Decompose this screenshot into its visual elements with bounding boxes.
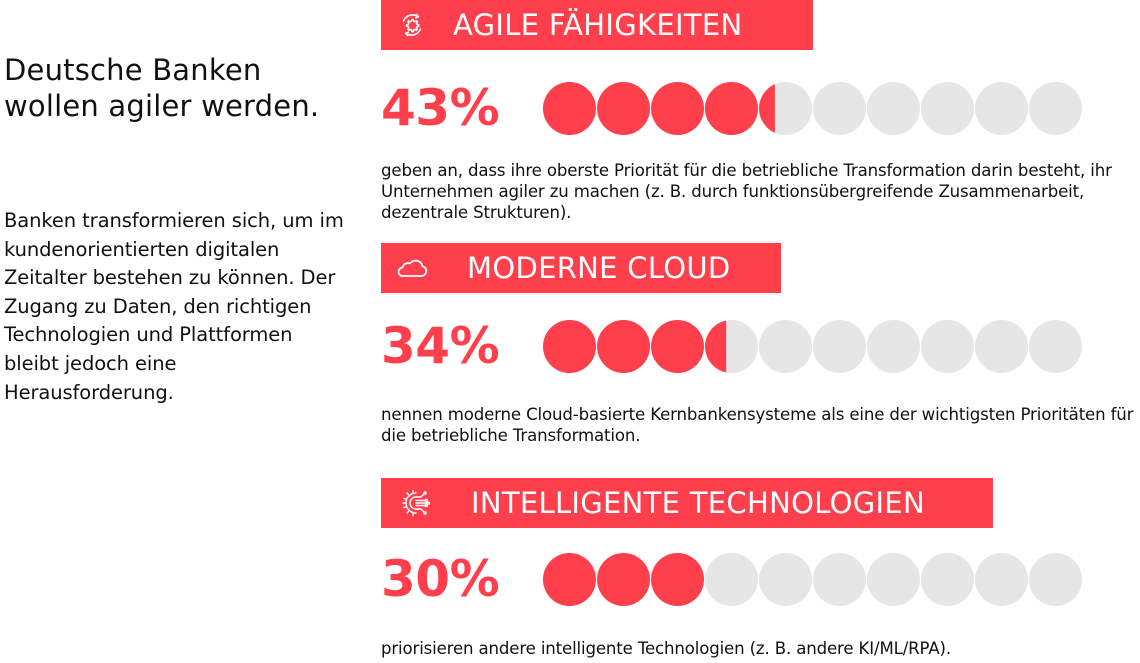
dot	[1029, 82, 1082, 135]
ai-gear-circuit-icon	[399, 486, 433, 520]
dot	[651, 320, 704, 373]
dot	[543, 320, 596, 373]
dot	[813, 320, 866, 373]
dot-scale	[543, 320, 1082, 373]
dot	[705, 82, 758, 135]
dot	[867, 82, 920, 135]
dot-scale	[543, 553, 1082, 606]
dot	[975, 320, 1028, 373]
dot-empty	[705, 553, 758, 606]
section-heading: INTELLIGENTE TECHNOLOGIEN	[471, 486, 925, 520]
dot-filled	[597, 82, 650, 135]
dot-filled	[759, 84, 775, 133]
section-banner-intelligent-tech: INTELLIGENTE TECHNOLOGIEN	[381, 478, 993, 528]
dot	[651, 553, 704, 606]
section-banner-agile: AGILE FÄHIGKEITEN	[381, 0, 813, 50]
dot-empty	[975, 320, 1028, 373]
gear-cycle-icon	[395, 8, 429, 42]
dot-empty	[867, 320, 920, 373]
dot-filled	[705, 82, 758, 135]
dot-empty	[1029, 82, 1082, 135]
dot	[975, 82, 1028, 135]
dot	[705, 320, 758, 373]
dot-empty	[921, 82, 974, 135]
dot	[597, 553, 650, 606]
dot-filled	[597, 320, 650, 373]
dot-filled	[597, 553, 650, 606]
cloud-icon	[395, 251, 429, 285]
dot	[867, 553, 920, 606]
dot-empty	[1029, 320, 1082, 373]
section-description: priorisieren andere intelligente Technol…	[381, 639, 951, 658]
dot-filled	[651, 553, 704, 606]
section-description: geben an, dass ihre oberste Priorität fü…	[381, 161, 1112, 222]
dot-filled	[543, 82, 596, 135]
percent-label: 34%	[381, 317, 500, 375]
dot-empty	[921, 320, 974, 373]
section-heading: MODERNE CLOUD	[467, 251, 731, 285]
dot-empty	[1029, 553, 1082, 606]
dot-empty	[921, 553, 974, 606]
dot-empty	[867, 82, 920, 135]
dot	[813, 82, 866, 135]
dot-empty	[975, 82, 1028, 135]
dot-filled	[543, 553, 596, 606]
dot-empty	[759, 320, 812, 373]
dot	[597, 320, 650, 373]
dot	[975, 553, 1028, 606]
intro-body: Banken transformieren sich, um im kunden…	[4, 209, 344, 404]
dot	[867, 320, 920, 373]
stat-row-cloud: 34%	[381, 318, 1101, 374]
dot	[921, 553, 974, 606]
dot	[759, 82, 812, 135]
dot	[759, 553, 812, 606]
dot-empty	[867, 553, 920, 606]
section-banner-cloud: MODERNE CLOUD	[381, 243, 781, 293]
dot	[597, 82, 650, 135]
dot	[651, 82, 704, 135]
stat-row-intelligent-tech: 30%	[381, 551, 1101, 607]
dot	[921, 320, 974, 373]
section-heading: AGILE FÄHIGKEITEN	[453, 8, 743, 42]
dot	[1029, 553, 1082, 606]
stat-row-agile: 43%	[381, 80, 1101, 136]
dot-empty	[813, 320, 866, 373]
dot-empty	[813, 553, 866, 606]
dot-filled	[543, 320, 596, 373]
dot	[1029, 320, 1082, 373]
dot-empty	[975, 553, 1028, 606]
dot	[705, 553, 758, 606]
dot-scale	[543, 82, 1082, 135]
section-description: nennen moderne Cloud-basierte Kernbanken…	[381, 405, 1134, 445]
percent-label: 30%	[381, 550, 500, 608]
dot-filled	[651, 320, 704, 373]
dot	[543, 553, 596, 606]
intro-title: Deutsche Banken wollen agiler werden.	[4, 53, 320, 123]
dot-filled	[651, 82, 704, 135]
dot-empty	[759, 553, 812, 606]
dot	[813, 553, 866, 606]
dot	[921, 82, 974, 135]
dot	[543, 82, 596, 135]
dot	[759, 320, 812, 373]
dot-empty	[813, 82, 866, 135]
dot-filled	[705, 320, 727, 373]
percent-label: 43%	[381, 79, 500, 137]
